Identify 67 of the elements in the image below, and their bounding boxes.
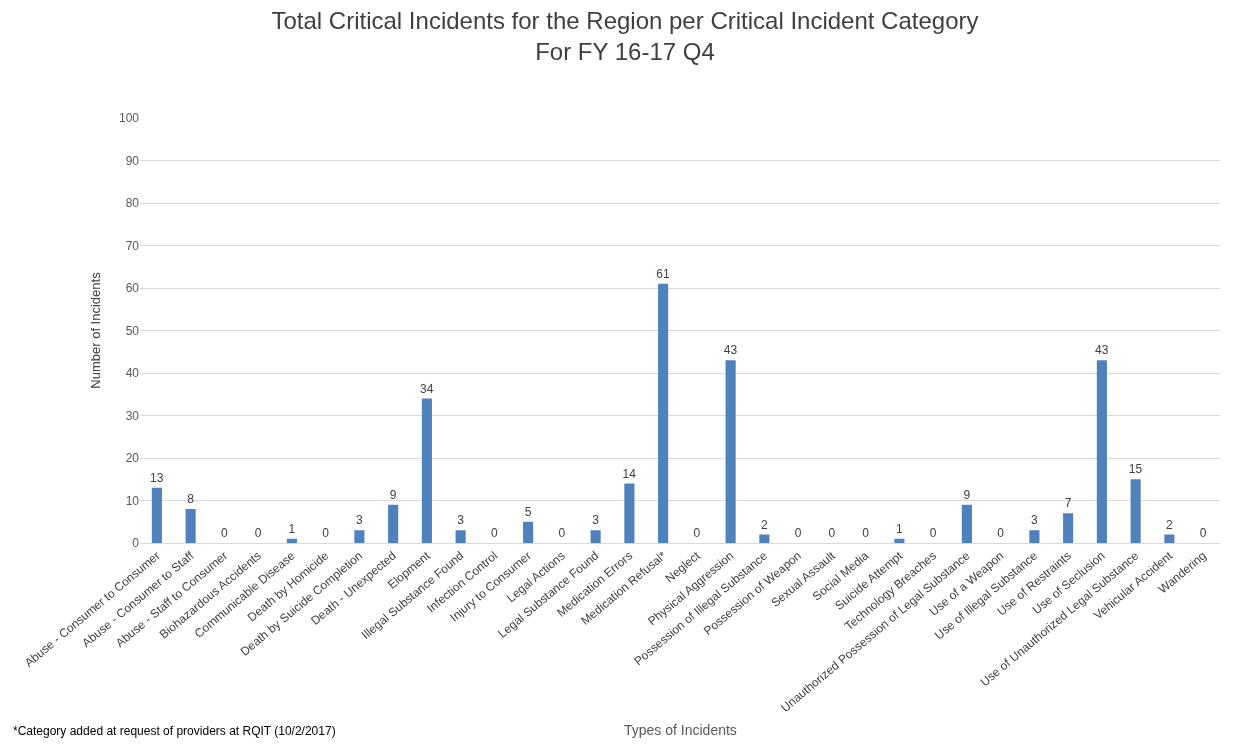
bar xyxy=(421,398,432,543)
data-label: 0 xyxy=(929,526,937,540)
data-label: 2 xyxy=(1165,517,1173,532)
data-label: 8 xyxy=(187,492,195,506)
text: *Category added at request of providers at RQIT (10/2/2017) xyxy=(13,724,336,738)
data-label: 0 xyxy=(322,526,330,540)
data-label: 7 xyxy=(1064,496,1072,511)
bar xyxy=(1029,530,1040,543)
bar xyxy=(658,283,669,543)
bar xyxy=(1164,534,1175,543)
data-label: 43 xyxy=(1095,343,1109,358)
data-label: 34 xyxy=(420,381,434,396)
data-label: 3 xyxy=(1030,513,1038,528)
bar xyxy=(286,538,297,543)
y-tick-label: 70 xyxy=(125,238,140,253)
x-axis-title: Types of Incidents xyxy=(624,722,737,738)
bar xyxy=(624,483,635,543)
data-label: 3 xyxy=(592,513,600,528)
data-label: 0 xyxy=(794,526,802,540)
data-label: 0 xyxy=(693,526,701,540)
bar xyxy=(759,534,770,543)
bar xyxy=(725,360,736,543)
y-tick-label: 10 xyxy=(125,493,140,508)
data-label: 5 xyxy=(524,504,532,519)
chart-title: Total Critical Incidents for the Region per Critical Incident Category For FY 16-17 Q4 xyxy=(271,6,979,65)
data-label: 0 xyxy=(490,526,498,540)
data-label: 2 xyxy=(760,517,768,532)
bar xyxy=(151,487,162,543)
data-label: 1 xyxy=(288,521,296,536)
data-label: 43 xyxy=(723,343,738,358)
data-label: 0 xyxy=(254,526,262,540)
bar xyxy=(961,504,972,543)
data-label: 14 xyxy=(622,466,637,481)
data-label: 9 xyxy=(389,487,397,502)
bar xyxy=(1130,479,1141,543)
data-label: 0 xyxy=(558,526,566,540)
bar xyxy=(590,530,601,543)
bar xyxy=(185,509,196,543)
bar xyxy=(1096,360,1107,543)
y-tick-label: 90 xyxy=(125,153,140,168)
bar xyxy=(1063,513,1074,543)
data-label: 0 xyxy=(862,526,870,540)
bar xyxy=(354,530,365,543)
data-label: 61 xyxy=(656,266,670,281)
bar xyxy=(523,521,534,543)
y-tick-label: 80 xyxy=(125,196,140,211)
data-label: 0 xyxy=(1199,526,1207,540)
data-label: 0 xyxy=(828,526,836,540)
data-label: 3 xyxy=(355,513,363,528)
bar xyxy=(388,504,399,543)
y-tick-label: 100 xyxy=(118,111,140,126)
data-label: 0 xyxy=(997,526,1005,540)
bar xyxy=(894,538,905,543)
y-tick-label: 40 xyxy=(125,366,140,381)
y-tick-label: 20 xyxy=(125,451,140,466)
y-tick-label: 30 xyxy=(125,408,140,423)
data-label: 15 xyxy=(1128,462,1143,477)
y-tick-label: 60 xyxy=(125,281,140,296)
bar xyxy=(455,530,466,543)
data-label: 0 xyxy=(220,526,228,540)
y-tick-label: 50 xyxy=(125,323,140,338)
y-tick-label: 0 xyxy=(132,536,140,551)
data-label: 1 xyxy=(895,521,903,536)
data-label: 9 xyxy=(963,487,971,502)
data-label: 3 xyxy=(457,513,465,528)
data-label: 13 xyxy=(150,470,164,485)
y-axis-title: Number of Incidents xyxy=(87,271,103,389)
